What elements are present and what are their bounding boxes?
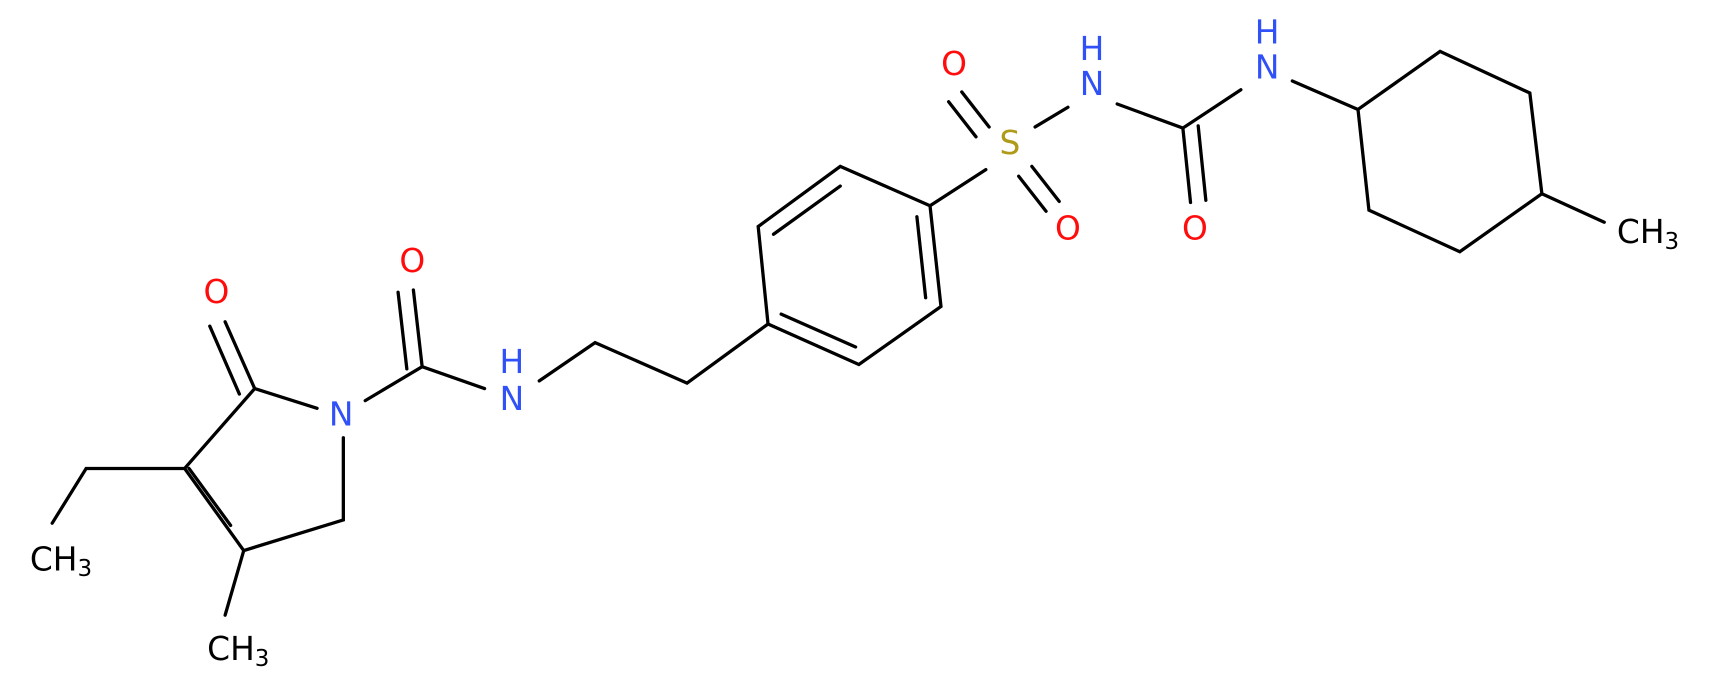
atom-label: O: [203, 273, 229, 311]
bond: [756, 164, 943, 367]
atom-label: CH3: [207, 630, 269, 672]
atom-label: O: [399, 242, 425, 280]
atom-label: H: [1080, 30, 1105, 68]
atom-label: N: [500, 380, 525, 418]
bond: [50, 320, 345, 617]
atom-label: H: [500, 343, 525, 381]
atom-label: O: [1055, 209, 1081, 247]
atom-label: N: [329, 395, 354, 433]
bond: [928, 79, 1360, 213]
atom-label: CH3: [1617, 213, 1679, 255]
bond: [1356, 49, 1606, 254]
atom-label: S: [1000, 124, 1021, 162]
bond: [363, 288, 770, 403]
atom-label: O: [941, 45, 967, 83]
bonds: [50, 49, 1606, 617]
atom-label: CH3: [30, 540, 92, 582]
atom-label: N: [1255, 48, 1280, 86]
atom-label: N: [1080, 65, 1105, 103]
atom-label: O: [1182, 209, 1208, 247]
atom-label: H: [1255, 13, 1280, 51]
